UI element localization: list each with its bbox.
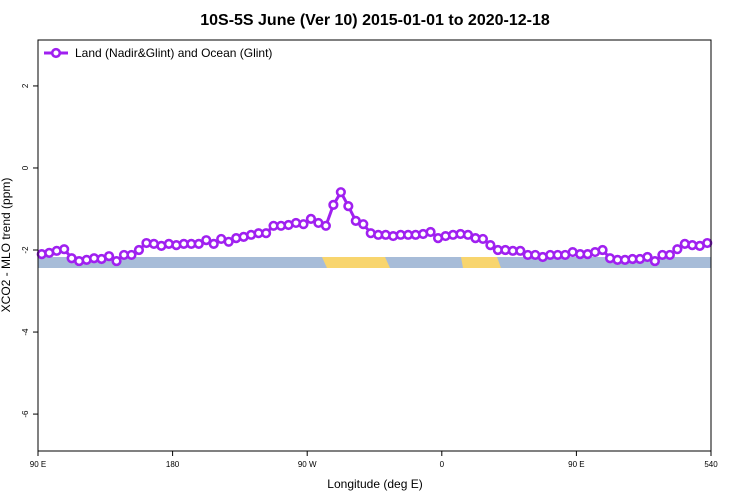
data-point xyxy=(260,228,272,239)
data-point xyxy=(305,213,317,224)
x-tick-label: 90 E xyxy=(568,460,584,469)
data-point xyxy=(111,255,122,267)
land-strip xyxy=(461,257,501,268)
data-point xyxy=(477,233,489,245)
data-point xyxy=(320,220,331,231)
data-point xyxy=(133,244,145,256)
data-point xyxy=(425,226,436,238)
y-tick-label: -6 xyxy=(21,410,30,418)
land-strip xyxy=(322,257,390,268)
x-tick-label: 180 xyxy=(166,460,180,469)
legend-label: Land (Nadir&Glint) and Ocean (Glint) xyxy=(75,46,272,60)
data-point xyxy=(335,187,346,198)
y-axis-label: XCO2 - MLO trend (ppm) xyxy=(0,178,13,313)
y-tick-label: -4 xyxy=(21,328,30,336)
plot-frame xyxy=(37,39,712,452)
legend-marker xyxy=(50,47,62,59)
data-point xyxy=(328,199,339,210)
data-point xyxy=(201,235,212,246)
data-point xyxy=(103,251,115,262)
data-point xyxy=(649,255,661,267)
data-point xyxy=(642,251,653,263)
plot-area xyxy=(36,187,713,267)
data-point xyxy=(59,244,70,255)
data-point xyxy=(358,219,369,230)
data-point xyxy=(664,249,675,261)
data-point xyxy=(702,237,713,249)
data-point xyxy=(208,238,219,249)
x-tick-label: 90 W xyxy=(298,460,317,469)
x-tick-label: 540 xyxy=(704,460,718,469)
x-axis-label: Longitude (deg E) xyxy=(327,477,422,491)
chart-title: 10S-5S June (Ver 10) 2015-01-01 to 2020-… xyxy=(200,12,550,29)
surface-strip xyxy=(38,257,711,268)
data-point xyxy=(672,244,683,255)
data-point xyxy=(343,201,354,212)
y-tick-label: 2 xyxy=(21,83,30,88)
data-point xyxy=(126,249,137,261)
data-point xyxy=(515,245,526,256)
y-tick-label: 0 xyxy=(21,165,30,170)
x-tick-label: 0 xyxy=(440,460,445,469)
data-point xyxy=(223,236,234,247)
data-point xyxy=(193,238,204,249)
data-point xyxy=(298,219,309,230)
data-point xyxy=(485,239,496,251)
data-point xyxy=(597,244,608,256)
y-tick-label: -2 xyxy=(21,246,30,254)
x-tick-label: 90 E xyxy=(30,460,46,469)
